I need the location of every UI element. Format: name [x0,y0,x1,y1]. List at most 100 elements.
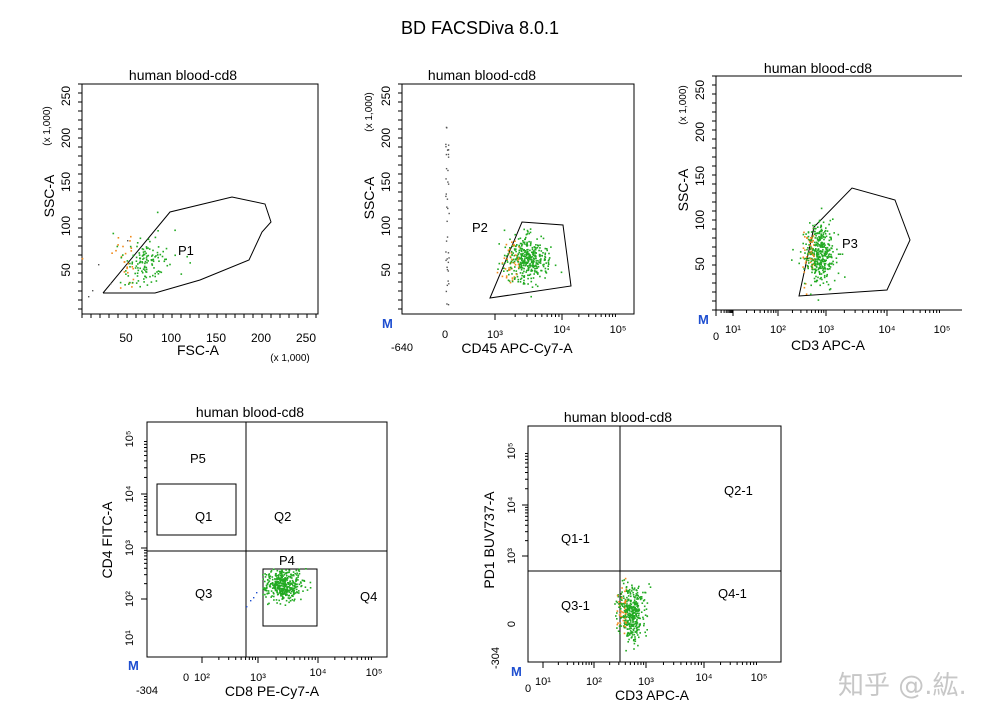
event-dot [285,583,288,586]
event-dot [280,582,283,584]
event-dot [820,224,822,227]
plot-3-m-marker: M [698,312,709,327]
event-dot [143,278,145,280]
event-dot [279,580,282,583]
event-dot [527,274,529,277]
event-dot [819,277,821,280]
event-dot [645,635,647,637]
plot-5-xtick: 10¹ [535,676,551,688]
event-dot [805,233,807,235]
event-dot [528,232,530,235]
event-dot [526,257,528,259]
event-dot [829,256,832,258]
event-dot [534,268,536,270]
event-dot [303,580,306,582]
event-dot [445,240,448,242]
event-dot [803,282,806,285]
event-dot [812,239,814,242]
event-dot [633,627,636,630]
event-dot [522,260,525,262]
event-dot [636,589,638,592]
event-dot [529,266,531,268]
event-dot [447,144,450,146]
event-dot [122,245,124,248]
event-dot [532,257,535,259]
plot-1-y-multiplier: (x 1,000) [42,106,53,145]
event-dot [819,226,822,229]
event-dot [526,241,528,244]
event-dot [281,570,283,573]
event-dot [631,636,633,638]
event-dot [265,596,267,598]
event-dot [129,281,131,284]
event-dot [620,615,622,618]
event-dot [633,587,636,589]
event-dot [616,610,619,612]
event-dot [522,240,524,242]
event-dot [821,237,823,239]
event-dot [537,245,540,247]
event-dot [520,262,523,265]
event-dot [503,270,505,272]
event-dot [509,247,511,249]
event-dot [622,605,624,607]
event-dot [129,245,132,248]
event-dot [807,257,810,260]
event-dot [532,259,535,262]
event-dot [824,244,826,246]
event-dot [824,229,827,232]
event-dot [281,588,283,590]
event-dot [626,608,628,611]
event-dot [547,260,550,262]
event-dot [539,244,541,246]
event-dot [129,262,131,265]
event-dot [633,608,635,610]
event-dot [636,594,638,596]
event-dot [809,222,811,224]
event-dot [622,616,625,619]
plot-3: human blood-cd8 P3 0 10¹ 10² 10³ 10⁴ 10⁵… [675,60,962,353]
event-dot [625,613,627,615]
event-dot [276,590,278,592]
event-dot [627,592,629,594]
plot-2-y-multiplier: (x 1,000) [364,92,375,131]
event-dot [816,252,818,255]
event-dot [828,253,831,255]
event-dot [620,596,623,598]
event-dot [542,264,544,266]
event-dot [791,259,793,261]
event-dot [446,198,449,200]
plot-2-gate-label: P2 [472,220,488,235]
event-dot [294,583,296,586]
plot-1-xlabel: FSC-A [177,342,220,358]
plot-2-xtick: 0 [442,329,448,341]
event-dot [284,590,287,592]
event-dot [275,583,278,585]
event-dot [621,579,624,582]
event-dot [281,569,283,571]
event-dot [817,276,819,279]
event-dot [630,603,633,606]
event-dot [523,283,526,285]
event-dot [807,238,810,241]
plot-1-xtick: 100 [161,331,181,345]
event-dot [634,607,637,609]
event-dot [518,249,521,252]
event-dot [534,248,537,251]
event-dot [268,602,270,605]
event-dot [631,634,634,636]
event-dot [300,582,302,584]
event-dot [625,649,627,652]
event-dot [124,284,126,286]
event-dot [560,271,563,274]
event-dot [513,269,515,272]
event-dot [534,251,536,253]
tick-marks [78,75,940,668]
event-dot [280,580,283,582]
event-dot [828,223,830,226]
event-dot [827,283,830,286]
event-dot [162,250,164,253]
event-dot [813,277,816,280]
event-dot [536,271,538,274]
event-dot [275,581,278,584]
